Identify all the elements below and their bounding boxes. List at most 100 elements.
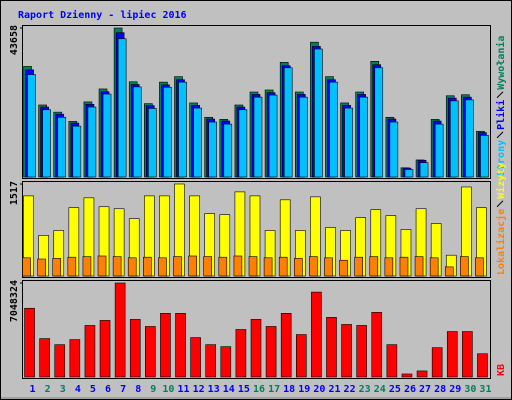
bar — [344, 107, 353, 178]
bar — [72, 125, 82, 178]
bar — [389, 121, 399, 178]
bar — [132, 86, 142, 178]
legend-label: Strony — [496, 140, 507, 176]
bar — [359, 96, 368, 178]
bar — [248, 256, 258, 277]
bar — [475, 257, 484, 277]
bar — [477, 353, 488, 378]
x-tick-label: 24 — [374, 384, 386, 395]
bar — [42, 109, 51, 178]
bar — [462, 331, 473, 378]
bar — [220, 346, 232, 378]
bar — [354, 256, 363, 277]
bar — [480, 135, 489, 178]
x-tick-label: 7 — [120, 384, 126, 395]
bar — [99, 320, 111, 378]
bar — [460, 256, 469, 277]
x-tick-label: 28 — [434, 384, 446, 395]
bar — [384, 257, 394, 277]
bar — [24, 307, 35, 378]
bar — [69, 339, 81, 378]
x-tick-label: 11 — [177, 384, 189, 395]
bar — [414, 256, 424, 277]
legend-separator — [496, 131, 504, 139]
bar — [190, 337, 201, 378]
bar — [419, 162, 429, 178]
bar — [431, 347, 443, 378]
legend-separator — [496, 91, 504, 99]
bar — [309, 256, 318, 277]
bar — [235, 329, 247, 378]
x-tick-label: 4 — [75, 384, 81, 395]
bar — [117, 38, 127, 178]
bar — [54, 344, 66, 378]
y-tick-label: 43658 — [9, 25, 20, 55]
bar — [446, 331, 458, 378]
bar — [203, 256, 213, 277]
x-tick-label: 20 — [313, 384, 325, 395]
x-tick-label: 3 — [60, 384, 66, 395]
bar — [205, 344, 217, 378]
bar — [238, 109, 248, 178]
x-tick-label: 26 — [404, 384, 416, 395]
bar — [223, 123, 233, 178]
legend-label: Wywołania — [495, 36, 507, 90]
bar — [265, 326, 277, 378]
x-tick-label: 30 — [464, 384, 476, 395]
bar — [311, 291, 322, 378]
bar — [163, 86, 172, 178]
x-tick-label: 27 — [419, 384, 431, 395]
x-tick-label: 25 — [389, 384, 401, 395]
x-tick-label: 2 — [45, 384, 51, 395]
bar — [129, 319, 141, 378]
bar — [278, 256, 288, 277]
y-tick-label: 1517 — [9, 181, 20, 205]
bar — [465, 99, 474, 178]
bar — [283, 67, 293, 178]
x-tick-label: 18 — [283, 384, 295, 395]
bar — [374, 67, 384, 178]
bar — [175, 313, 186, 378]
legend-label: Pliki — [495, 100, 507, 130]
x-tick-label: 23 — [359, 384, 371, 395]
bar — [339, 259, 348, 277]
bar — [160, 313, 171, 378]
bar — [84, 325, 96, 378]
bar — [127, 257, 137, 277]
bar — [52, 258, 62, 277]
bar — [371, 312, 383, 378]
bar — [233, 255, 243, 277]
x-tick-label: 5 — [90, 384, 96, 395]
bar — [148, 108, 157, 178]
x-tick-label: 17 — [268, 384, 280, 395]
x-tick-label: 12 — [193, 384, 205, 395]
bar — [416, 370, 428, 378]
bar — [314, 48, 323, 178]
bar — [114, 282, 126, 378]
x-tick-label: 15 — [238, 384, 250, 395]
bar — [295, 334, 307, 378]
bar — [67, 256, 77, 277]
bar — [444, 266, 454, 277]
legend-label: Wizyty — [495, 163, 507, 199]
bar — [37, 258, 46, 277]
bar — [250, 319, 262, 378]
bar — [178, 81, 187, 178]
bar — [341, 324, 352, 378]
y-tick-label: 7048324 — [9, 280, 20, 322]
bar — [102, 93, 112, 178]
bar — [82, 256, 92, 277]
x-tick-label: 19 — [298, 384, 310, 395]
chart-title: Raport Dzienny - lipiec 2016 — [18, 9, 187, 21]
legend-label: Lokalizacje — [495, 209, 507, 275]
x-tick-label: 13 — [208, 384, 220, 395]
x-tick-label: 6 — [105, 384, 111, 395]
legend-label: KB — [496, 364, 507, 376]
bar — [193, 107, 202, 178]
bar — [112, 256, 122, 277]
bar — [298, 96, 308, 178]
bar — [173, 256, 182, 277]
legend-separator — [496, 200, 504, 208]
bar — [158, 257, 167, 277]
bar — [208, 121, 218, 178]
